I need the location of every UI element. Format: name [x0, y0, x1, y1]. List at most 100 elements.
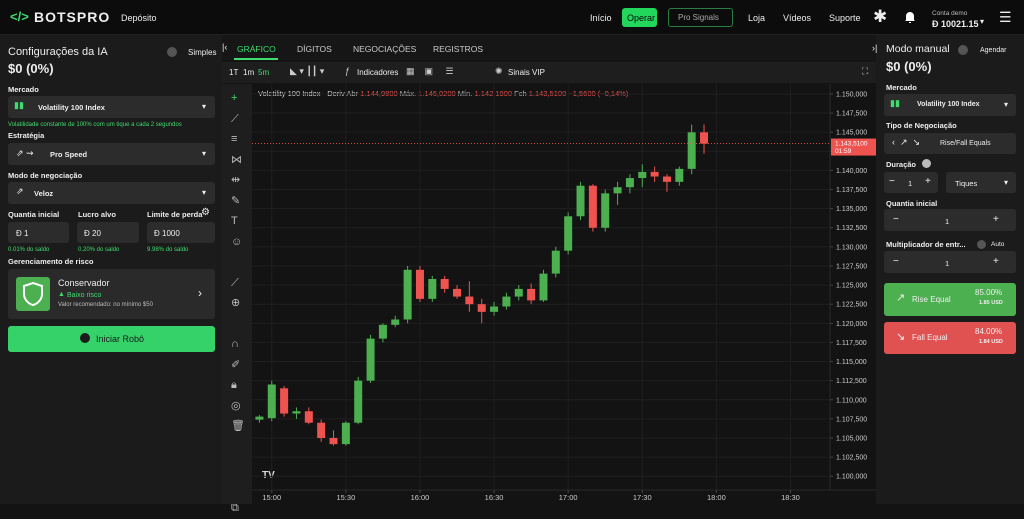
y-tick-label: 1.105,000: [836, 436, 867, 443]
x-tick-label: 16:00: [411, 493, 430, 502]
y-tick-label: 1.102,500: [836, 455, 867, 462]
fall-label: Fall Equal: [912, 333, 948, 342]
candle-body: [354, 380, 363, 423]
drawing-tool-icons[interactable]: + ⟋ ≡ ⋈ ⇹ ✎ T ☺ ⟋ ⊕ ∩ ✐ 🔒︎ ◎ 🗑︎ ⧉: [231, 92, 245, 514]
nav-link[interactable]: Início: [590, 13, 612, 23]
interval[interactable]: 5m: [258, 68, 270, 77]
last-price-badge: [831, 138, 876, 156]
nav-link[interactable]: Operar: [627, 13, 656, 23]
candle-body: [502, 296, 511, 307]
field-label: Mercado: [886, 83, 917, 92]
trade-type-select[interactable]: [884, 133, 1016, 154]
collapse-icon[interactable]: |‹: [222, 42, 228, 52]
collapse-icon[interactable]: ›|: [872, 43, 878, 53]
indicators[interactable]: Indicadores: [357, 68, 399, 77]
market-icon: ▮▮: [14, 100, 24, 110]
logo: BOTSPRO: [34, 9, 111, 25]
mode-icon: ⇗: [16, 186, 24, 196]
candle-body: [514, 288, 523, 297]
settings-icon[interactable]: ✱: [873, 7, 888, 26]
candle-body: [255, 416, 264, 420]
signals[interactable]: Sinais VIP: [508, 68, 545, 77]
nav-link[interactable]: Vídeos: [783, 13, 812, 23]
market-note: Volatilidade constante de 100% com um ti…: [8, 122, 182, 128]
unit-select[interactable]: [946, 172, 1016, 193]
candle-body: [391, 319, 400, 325]
y-tick-label: 1.127,500: [836, 263, 867, 270]
stepper-plus[interactable]: +: [925, 176, 931, 187]
drawing-tools: [222, 84, 252, 504]
stepper-plus[interactable]: +: [993, 214, 999, 225]
indicators-icon: ƒ: [345, 66, 351, 76]
market-select[interactable]: [884, 94, 1016, 116]
input[interactable]: [8, 222, 69, 243]
toolbar-icons[interactable]: ▦ ▣ ☰: [406, 66, 454, 76]
start-button[interactable]: [8, 326, 215, 352]
nav-active-button[interactable]: [622, 8, 657, 27]
interval[interactable]: 1m: [243, 68, 255, 77]
y-tick-label: 1.145,000: [836, 130, 867, 137]
nav-link[interactable]: Pro Signals: [678, 13, 719, 22]
tab[interactable]: DÍGITOS: [297, 44, 332, 54]
candle-body: [304, 411, 313, 423]
candle-body: [477, 304, 486, 312]
stepper-minus[interactable]: −: [889, 176, 895, 187]
field-note: 0.20% do saldo: [78, 247, 120, 253]
stepper-minus[interactable]: −: [893, 214, 899, 225]
mode-value: Veloz: [34, 189, 54, 198]
nav-link[interactable]: Depósito: [121, 13, 157, 23]
tab[interactable]: NEGOCIAÇÕES: [353, 44, 417, 54]
nav-link[interactable]: Suporte: [829, 13, 861, 23]
nav-link[interactable]: Loja: [748, 13, 766, 23]
element: [23, 281, 43, 307]
rise-payout: 1.85 USD: [979, 300, 1003, 306]
y-tick-label: 1.135,000: [836, 206, 867, 213]
tab[interactable]: GRÁFICO: [237, 44, 276, 54]
element: +: [231, 92, 238, 104]
trade-type: Rise/Fall Equals: [940, 140, 991, 147]
y-tick-label: 1.125,000: [836, 283, 867, 290]
chart-type-icons[interactable]: ◣ ▾ ┃┃ ▾: [290, 66, 325, 76]
menu-icon[interactable]: ☰: [999, 9, 1012, 25]
input[interactable]: [77, 222, 139, 243]
toggle[interactable]: [167, 47, 177, 57]
market-select[interactable]: [8, 96, 215, 118]
rise-button[interactable]: [884, 283, 1016, 316]
candle-body: [440, 278, 449, 289]
toggle[interactable]: [958, 45, 968, 55]
candle-body: [366, 338, 375, 381]
fall-percent: 84.00%: [975, 327, 1003, 336]
trade-type-icons: ‹ ↗ ↘: [892, 137, 921, 147]
strategy-select[interactable]: [8, 143, 215, 165]
multiplier: 1: [945, 259, 950, 268]
mode-select[interactable]: [8, 182, 215, 204]
candle-body: [341, 422, 350, 445]
tab[interactable]: REGISTROS: [433, 44, 484, 54]
stepper-plus[interactable]: +: [993, 256, 999, 267]
toggle[interactable]: [977, 240, 986, 249]
account-label: Conta demo: [932, 10, 968, 17]
duration-stepper[interactable]: [884, 172, 938, 193]
fullscreen-icon[interactable]: ⛶: [862, 66, 869, 76]
bell-icon[interactable]: [904, 11, 916, 24]
balance[interactable]: Đ 10021.15: [932, 19, 979, 29]
nav-pill[interactable]: [668, 8, 733, 27]
multiplier-stepper[interactable]: [884, 251, 1016, 273]
candle-body: [613, 187, 622, 194]
interval[interactable]: 1T: [229, 68, 239, 77]
stepper-minus[interactable]: −: [893, 256, 899, 267]
candle-body: [687, 132, 696, 169]
y-tick-label: 1.132,500: [836, 225, 867, 232]
input-value: Đ 20: [84, 229, 101, 238]
logo-icon: </>: [10, 9, 29, 24]
tab-underline: [234, 58, 278, 60]
candle-body: [588, 185, 597, 228]
amount-stepper[interactable]: [884, 209, 1016, 231]
input[interactable]: [147, 222, 215, 243]
pnl: $0 (0%): [886, 59, 932, 74]
info-icon: [922, 159, 931, 168]
candle-body: [625, 178, 634, 188]
field-note: 9.98% do saldo: [147, 247, 189, 253]
fall-button[interactable]: [884, 322, 1016, 354]
y-tick-label: 1.137,500: [836, 187, 867, 194]
